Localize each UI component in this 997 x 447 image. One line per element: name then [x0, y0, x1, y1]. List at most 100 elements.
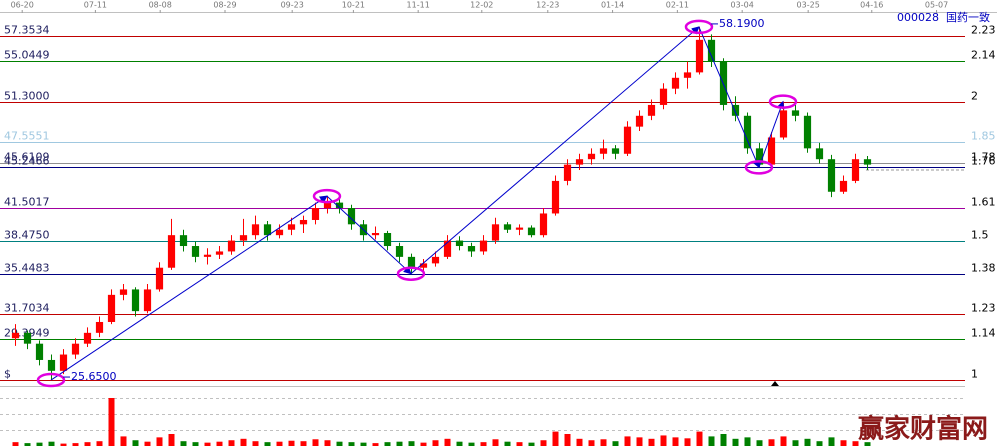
volume-bar: [648, 438, 655, 446]
candle-body: [287, 224, 296, 230]
candle-body: [647, 104, 656, 116]
x-tick-label: 05-07: [925, 1, 948, 10]
price-annotation: 25.6500: [71, 370, 117, 383]
volume-bar: [84, 442, 91, 446]
x-tick-label: 08-29: [213, 1, 236, 10]
candle-body: [563, 164, 572, 181]
level-label: 55.0449: [4, 49, 50, 62]
candle-body: [575, 159, 584, 165]
price-annotation: 58.1900: [719, 17, 765, 30]
volume-bar: [180, 441, 187, 446]
volume-bar: [204, 442, 211, 446]
volume-bar: [240, 438, 247, 446]
level-label: 38.4750: [4, 229, 50, 242]
level-ratio: 2: [971, 90, 978, 103]
candle-body: [755, 148, 764, 165]
highlight: [684, 19, 714, 35]
volume-bar: [720, 434, 727, 446]
x-tick-label: 03-04: [731, 1, 754, 10]
candle-body: [671, 77, 680, 89]
candle-body: [215, 251, 224, 255]
candle-body: [467, 246, 476, 252]
level-label: 47.5551: [4, 130, 50, 143]
volume-bar: [348, 442, 355, 446]
candle-body: [383, 232, 392, 247]
level-ratio: 1.85: [971, 130, 996, 143]
volume-bar: [552, 431, 559, 446]
candle-body: [707, 39, 716, 62]
candle-body: [251, 224, 260, 236]
stock-name: 国药一致: [946, 10, 990, 24]
highlight: [396, 266, 426, 281]
level-label: 35.4483: [4, 262, 50, 275]
volume-bar: [756, 440, 763, 446]
x-tick-label: 06-20: [11, 1, 34, 10]
candle-body: [35, 343, 44, 360]
candle-body: [791, 110, 800, 116]
candle-body: [611, 148, 620, 154]
volume-bar: [12, 442, 19, 446]
candle-body: [407, 256, 416, 268]
candle-body: [827, 159, 836, 192]
candle-body: [239, 235, 248, 241]
trend-line: [326, 195, 412, 275]
volume-bar: [360, 442, 367, 446]
volume-bar: [684, 438, 691, 446]
candle-body: [479, 240, 488, 252]
volume-bar: [312, 439, 319, 446]
candle-body: [347, 208, 356, 225]
volume-bar: [48, 441, 55, 446]
highlight: [36, 372, 66, 388]
volume-bar: [852, 441, 859, 446]
level-ratio: 2.23: [971, 24, 996, 37]
volume-bar: [840, 440, 847, 446]
level-label: 45.6109: [4, 151, 50, 164]
volume-bar: [192, 442, 199, 446]
volume-bar: [456, 441, 463, 446]
candle-body: [203, 254, 212, 257]
volume-bar: [252, 441, 259, 446]
level-label: 51.3000: [4, 90, 50, 103]
highlight: [768, 94, 798, 109]
stock-code: 000028: [897, 11, 939, 24]
volume-bar: [36, 442, 43, 446]
volume-bar: [96, 441, 103, 446]
x-tick-label: 09-23: [281, 1, 304, 10]
volume-bar: [588, 440, 595, 446]
volume-bar: [120, 436, 127, 446]
x-tick-label: 12-02: [470, 1, 493, 10]
x-tick-label: 03-25: [797, 1, 820, 10]
candle-body: [311, 208, 320, 220]
candle-body: [803, 115, 812, 149]
candle-body: [515, 227, 524, 230]
volume-bar: [288, 440, 295, 446]
candle-body: [863, 159, 872, 165]
volume-bar: [612, 441, 619, 446]
level-ratio: 1.38: [971, 262, 996, 275]
candle-body: [263, 224, 272, 236]
volume-bar: [144, 441, 151, 446]
volume-bar: [600, 439, 607, 446]
candle-body: [539, 213, 548, 236]
candle-body: [323, 202, 332, 209]
x-tick-label: 07-11: [84, 1, 107, 10]
volume-bar: [624, 436, 631, 446]
level-label: 31.7034: [4, 302, 50, 315]
candle-body: [83, 332, 92, 344]
volume-bar: [420, 442, 427, 446]
highlight: [744, 160, 774, 175]
volume-bar: [432, 440, 439, 446]
volume-bar: [492, 439, 499, 446]
candle-body: [767, 137, 776, 165]
candle-body: [419, 263, 428, 268]
candle-body: [779, 110, 788, 138]
candle-body: [179, 235, 188, 247]
candle-body: [455, 240, 464, 247]
volume-bar: [816, 441, 823, 446]
volume-bar: [396, 441, 403, 446]
volume-bar: [168, 434, 175, 446]
volume-bar: [60, 443, 67, 446]
trend-line: [50, 195, 328, 381]
candle-body: [371, 232, 380, 236]
candle-body: [11, 332, 20, 339]
